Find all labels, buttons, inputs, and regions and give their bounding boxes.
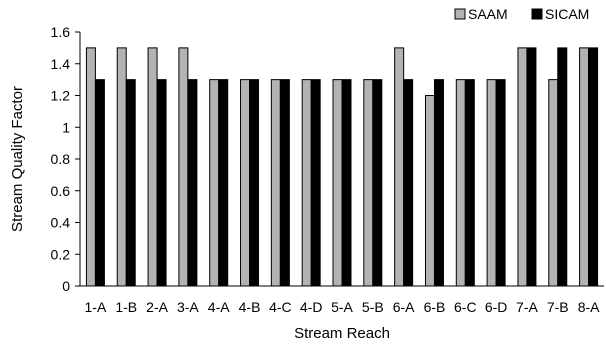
bar-saam-8-a xyxy=(579,47,590,287)
bars-group xyxy=(85,47,599,287)
x-axis-ticks: 1-A 1-B 2-A 3-A 4-A 4-B 4-C 4-D 5-A 5-B 6-A 6-B 6-C 6… xyxy=(85,299,601,315)
bar-saam-3-a xyxy=(178,47,189,287)
x-tick-label: 6-B xyxy=(424,299,446,315)
x-tick-label: 8-A xyxy=(578,299,600,315)
bar-saam-6-c xyxy=(455,79,466,287)
x-tick-label: 6-A xyxy=(393,299,415,315)
y-axis-ticks: 0 0.2 0.4 0.6 0.8 1 1.2 1.4 1.6 xyxy=(51,24,80,294)
y-tick-label: 1.4 xyxy=(51,56,71,72)
bar-sicam-6-a xyxy=(403,79,414,287)
bar-sicam-6-b xyxy=(433,79,444,287)
bar-sicam-1-b xyxy=(125,79,136,287)
bar-sicam-6-d xyxy=(495,79,506,287)
legend-swatch-sicam xyxy=(531,8,543,20)
bar-saam-6-a xyxy=(394,47,405,287)
bar-saam-5-a xyxy=(332,79,343,287)
legend-swatch-saam xyxy=(454,8,466,20)
x-tick-label: 7-B xyxy=(547,299,569,315)
x-tick-label: 1-B xyxy=(115,299,137,315)
y-tick-label: 0.6 xyxy=(51,183,71,199)
bar-saam-7-b xyxy=(548,79,559,287)
y-tick-label: 0.8 xyxy=(51,151,71,167)
legend-label-saam: SAAM xyxy=(468,6,508,22)
bar-sicam-5-a xyxy=(341,79,352,287)
x-tick-label: 1-A xyxy=(85,299,107,315)
y-tick-label: 1.6 xyxy=(51,24,71,40)
bar-sicam-5-b xyxy=(372,79,383,287)
x-tick-label: 4-B xyxy=(239,299,261,315)
bar-sicam-4-b xyxy=(249,79,260,287)
bar-saam-6-d xyxy=(486,79,497,287)
bar-sicam-4-a xyxy=(218,79,229,287)
x-tick-label: 6-C xyxy=(454,299,477,315)
legend-label-sicam: SICAM xyxy=(545,6,589,22)
bar-sicam-4-c xyxy=(279,79,290,287)
legend: SAAM SICAM xyxy=(454,6,589,22)
bar-sicam-3-a xyxy=(187,79,198,287)
x-tick-label: 4-D xyxy=(300,299,323,315)
bar-sicam-7-a xyxy=(526,47,537,287)
bar-sicam-1-a xyxy=(94,79,105,287)
bar-saam-4-c xyxy=(270,79,281,287)
bar-saam-4-b xyxy=(240,79,251,287)
x-tick-label: 2-A xyxy=(146,299,168,315)
bar-saam-2-a xyxy=(147,47,158,287)
bar-saam-5-b xyxy=(363,79,374,287)
x-tick-label: 4-A xyxy=(208,299,230,315)
x-tick-label: 3-A xyxy=(177,299,199,315)
x-tick-label: 4-C xyxy=(269,299,292,315)
y-tick-label: 0.4 xyxy=(51,215,71,231)
bar-sicam-4-d xyxy=(310,79,321,287)
y-axis-label: Stream Quality Factor xyxy=(9,86,26,232)
bar-saam-4-a xyxy=(209,79,220,287)
bar-sicam-2-a xyxy=(156,79,167,287)
y-tick-label: 0 xyxy=(62,278,70,294)
y-tick-label: 1.2 xyxy=(51,88,71,104)
bar-sicam-6-c xyxy=(464,79,475,287)
x-tick-label: 5-B xyxy=(362,299,384,315)
x-tick-label: 7-A xyxy=(516,299,538,315)
bar-saam-1-b xyxy=(116,47,127,287)
x-axis-label: Stream Reach xyxy=(294,325,390,342)
bar-saam-6-b xyxy=(424,95,435,287)
y-tick-label: 0.2 xyxy=(51,246,71,262)
y-tick-label: 1 xyxy=(62,119,70,135)
x-tick-label: 5-A xyxy=(331,299,353,315)
bar-saam-7-a xyxy=(517,47,528,287)
x-tick-label: 6-D xyxy=(485,299,508,315)
bar-saam-1-a xyxy=(85,47,96,287)
bar-sicam-7-b xyxy=(557,47,568,287)
bar-saam-4-d xyxy=(301,79,312,287)
bar-sicam-8-a xyxy=(588,47,599,287)
